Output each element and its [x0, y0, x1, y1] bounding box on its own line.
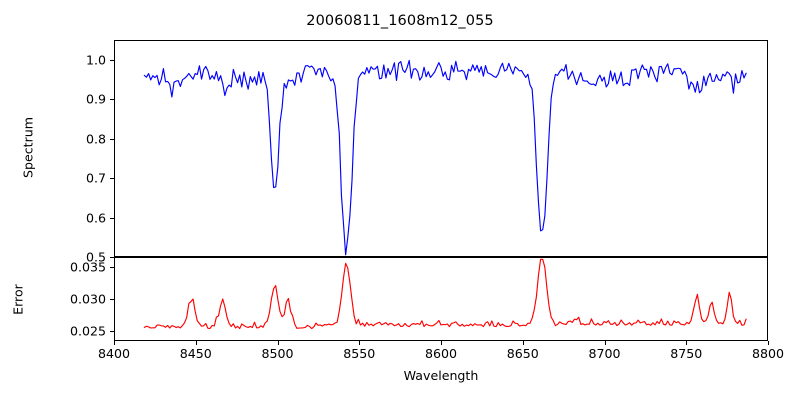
spectrum-y-tick-mark [110, 99, 114, 101]
error-panel [114, 257, 768, 341]
error-y-tick-mark [110, 331, 114, 333]
error-plot-area [143, 258, 747, 330]
error-y-tick-label: 0.025 [69, 323, 106, 339]
x-tick-mark [604, 341, 606, 345]
x-tick-mark [768, 341, 770, 345]
x-tick-label: 8700 [588, 346, 621, 361]
x-tick-label: 8650 [506, 346, 539, 361]
x-tick-mark [114, 341, 116, 345]
x-tick-mark [359, 341, 361, 345]
x-tick-label: 8500 [261, 346, 294, 361]
x-tick-mark [195, 341, 197, 345]
x-tick-mark [277, 341, 279, 345]
error-y-tick-label: 0.030 [69, 291, 106, 307]
spectrum-plot-area [143, 59, 747, 256]
error-y-axis-label: Error [10, 284, 26, 315]
spectrum-y-tick-label: 1.0 [85, 52, 106, 68]
spectrum-y-tick-label: 0.8 [85, 131, 106, 147]
x-tick-mark [686, 341, 688, 345]
spectrum-y-axis-label: Spectrum [20, 116, 36, 179]
x-tick-label: 8750 [670, 346, 703, 361]
spectrum-y-tick-mark [110, 257, 114, 259]
spectrum-y-tick-label: 0.5 [85, 249, 106, 265]
x-tick-mark [441, 341, 443, 345]
x-axis-label: Wavelength [403, 368, 479, 383]
spectrum-y-tick-mark [110, 59, 114, 61]
x-tick-label: 8450 [179, 346, 212, 361]
spectrum-y-tick-mark [110, 217, 114, 219]
error-y-tick-mark [110, 299, 114, 301]
x-tick-label: 8800 [751, 346, 785, 361]
spectrum-y-tick-mark [110, 138, 114, 140]
spectrum-y-tick-label: 0.7 [85, 170, 106, 186]
spectrum-y-tick-label: 0.9 [85, 91, 106, 107]
x-tick-label: 8400 [97, 346, 131, 361]
error-y-tick-mark [110, 266, 114, 268]
spectrum-y-tick-mark [110, 178, 114, 180]
spectrum-panel [114, 40, 768, 257]
x-tick-label: 8600 [424, 346, 458, 361]
error-line-trace [143, 258, 747, 330]
x-tick-label: 8550 [343, 346, 376, 361]
x-tick-mark [522, 341, 524, 345]
spectrum-y-tick-label: 0.6 [85, 210, 106, 226]
spectrum-line-trace [143, 59, 747, 256]
figure-title: 20060811_1608m12_055 [306, 13, 494, 29]
error-y-tick-label: 0.035 [69, 259, 106, 275]
